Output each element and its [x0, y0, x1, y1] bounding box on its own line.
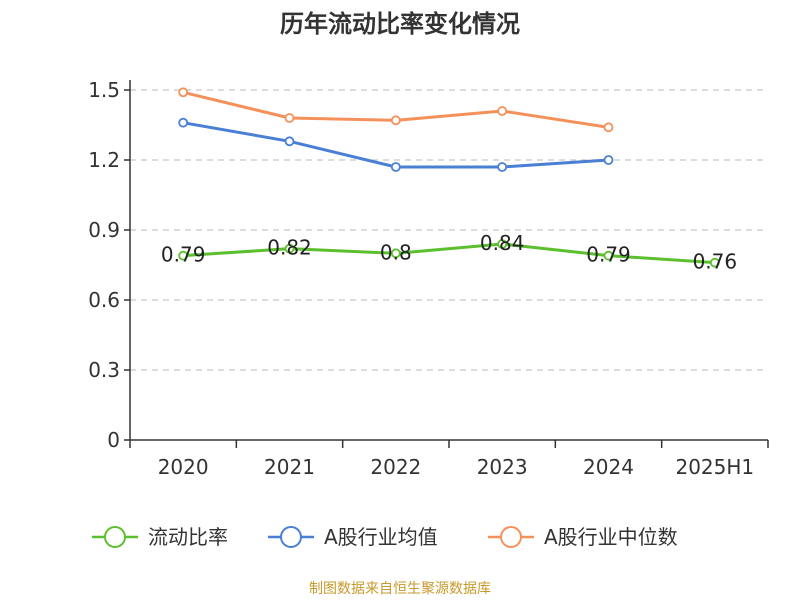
- data-point: [497, 239, 508, 249]
- data-label: 0.76: [693, 250, 738, 274]
- legend-label: A股行业中位数: [544, 525, 678, 549]
- y-tick-label: 0: [107, 428, 120, 452]
- data-point: [390, 115, 401, 126]
- x-tick-label: 2022: [370, 455, 421, 479]
- legend-label: A股行业均值: [324, 525, 438, 549]
- data-point: [497, 162, 508, 172]
- data-point: [603, 155, 614, 165]
- series-layer: [178, 87, 720, 268]
- data-label: 0.84: [480, 231, 525, 255]
- axes: 0 0.3 0.6 0.9 1.2 1.5 2020 2021 2022 2023 2024 2025…: [88, 78, 769, 479]
- data-point: [390, 248, 401, 259]
- x-tick-label: 2024: [583, 455, 634, 479]
- data-point: [603, 250, 614, 261]
- x-tick-label: 2020: [158, 455, 209, 479]
- data-point: [390, 162, 401, 172]
- source-note: 制图数据来自恒生聚源数据库: [309, 581, 491, 597]
- legend: 流动比率 A股行业均值 A股行业中位数: [92, 525, 678, 549]
- chart-title: 历年流动比率变化情况: [280, 10, 520, 38]
- gridlines: [130, 89, 768, 371]
- data-point: [284, 243, 295, 254]
- data-label: 0.79: [161, 243, 206, 267]
- data-label: 0.8: [380, 240, 412, 264]
- data-labels: 0.79 0.82 0.8 0.84 0.79 0.76: [161, 231, 737, 274]
- legend-marker: [280, 526, 302, 548]
- y-tick-label: 0.3: [88, 358, 120, 382]
- legend-marker: [104, 526, 126, 548]
- data-point: [178, 250, 189, 261]
- data-point: [603, 122, 614, 133]
- x-tick-label: 2023: [477, 455, 528, 479]
- data-point: [709, 257, 720, 268]
- y-tick-label: 0.6: [88, 288, 120, 312]
- data-point: [178, 87, 189, 98]
- data-point: [497, 106, 508, 116]
- data-label: 0.79: [586, 243, 631, 267]
- data-point: [178, 117, 189, 128]
- x-tick-label: 2025H1: [675, 455, 754, 479]
- y-tick-label: 1.2: [88, 148, 120, 172]
- legend-label: 流动比率: [148, 525, 228, 549]
- x-tick-label: 2021: [264, 455, 315, 479]
- legend-marker: [500, 526, 522, 548]
- y-tick-label: 1.5: [88, 78, 120, 102]
- series-line-0: [183, 242, 715, 265]
- data-label: 0.82: [267, 236, 312, 260]
- y-tick-label: 0.9: [88, 218, 120, 242]
- data-point: [284, 113, 295, 123]
- data-point: [284, 136, 295, 147]
